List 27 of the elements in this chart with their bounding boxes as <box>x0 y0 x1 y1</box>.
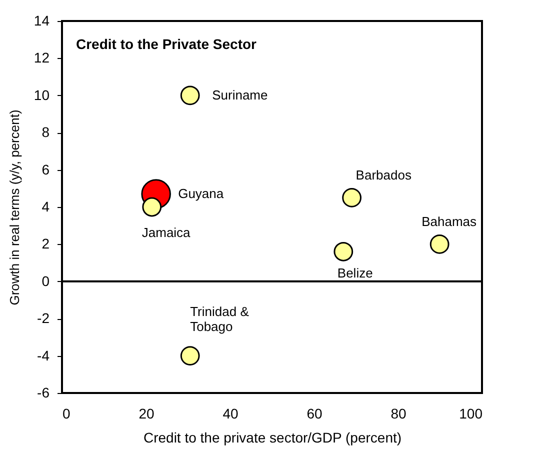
x-tick-label: 100 <box>459 406 483 422</box>
x-tick-label: 40 <box>222 406 238 422</box>
y-tick-label: 12 <box>34 50 50 66</box>
y-tick-label: -2 <box>37 310 50 326</box>
y-tick-label: 10 <box>34 86 50 103</box>
annotation: Bahamas <box>422 214 477 230</box>
y-tick-label: 6 <box>42 161 50 178</box>
y-tick-label: 4 <box>42 198 50 214</box>
y-axis-title: Growth in real terms (y/y, percent) <box>6 110 22 306</box>
annotation: Belize <box>337 266 373 281</box>
y-tick-label: 8 <box>42 124 50 140</box>
x-tick-label: 80 <box>390 406 406 422</box>
text: Credit to the Private Sector <box>76 36 258 52</box>
x-tick-label: 20 <box>138 406 154 422</box>
y-tick-label: -6 <box>37 384 50 400</box>
annotation: Jamaica <box>142 225 192 240</box>
annotation: Suriname <box>212 87 268 102</box>
annotation: Guyana <box>178 186 224 201</box>
y-tick-label: 0 <box>42 272 50 289</box>
annotation: Trinidad & Tobago <box>190 304 250 334</box>
y-tick-label: 2 <box>42 236 50 252</box>
y-tick-label: 14 <box>34 12 50 28</box>
x-tick-label: 0 <box>62 406 70 422</box>
y-tick-label: -4 <box>37 347 50 364</box>
x-tick-label: 60 <box>306 406 322 422</box>
annotation: Barbados <box>356 168 412 183</box>
x-axis-title: Credit to the private sector/GDP (percent) <box>143 430 402 446</box>
